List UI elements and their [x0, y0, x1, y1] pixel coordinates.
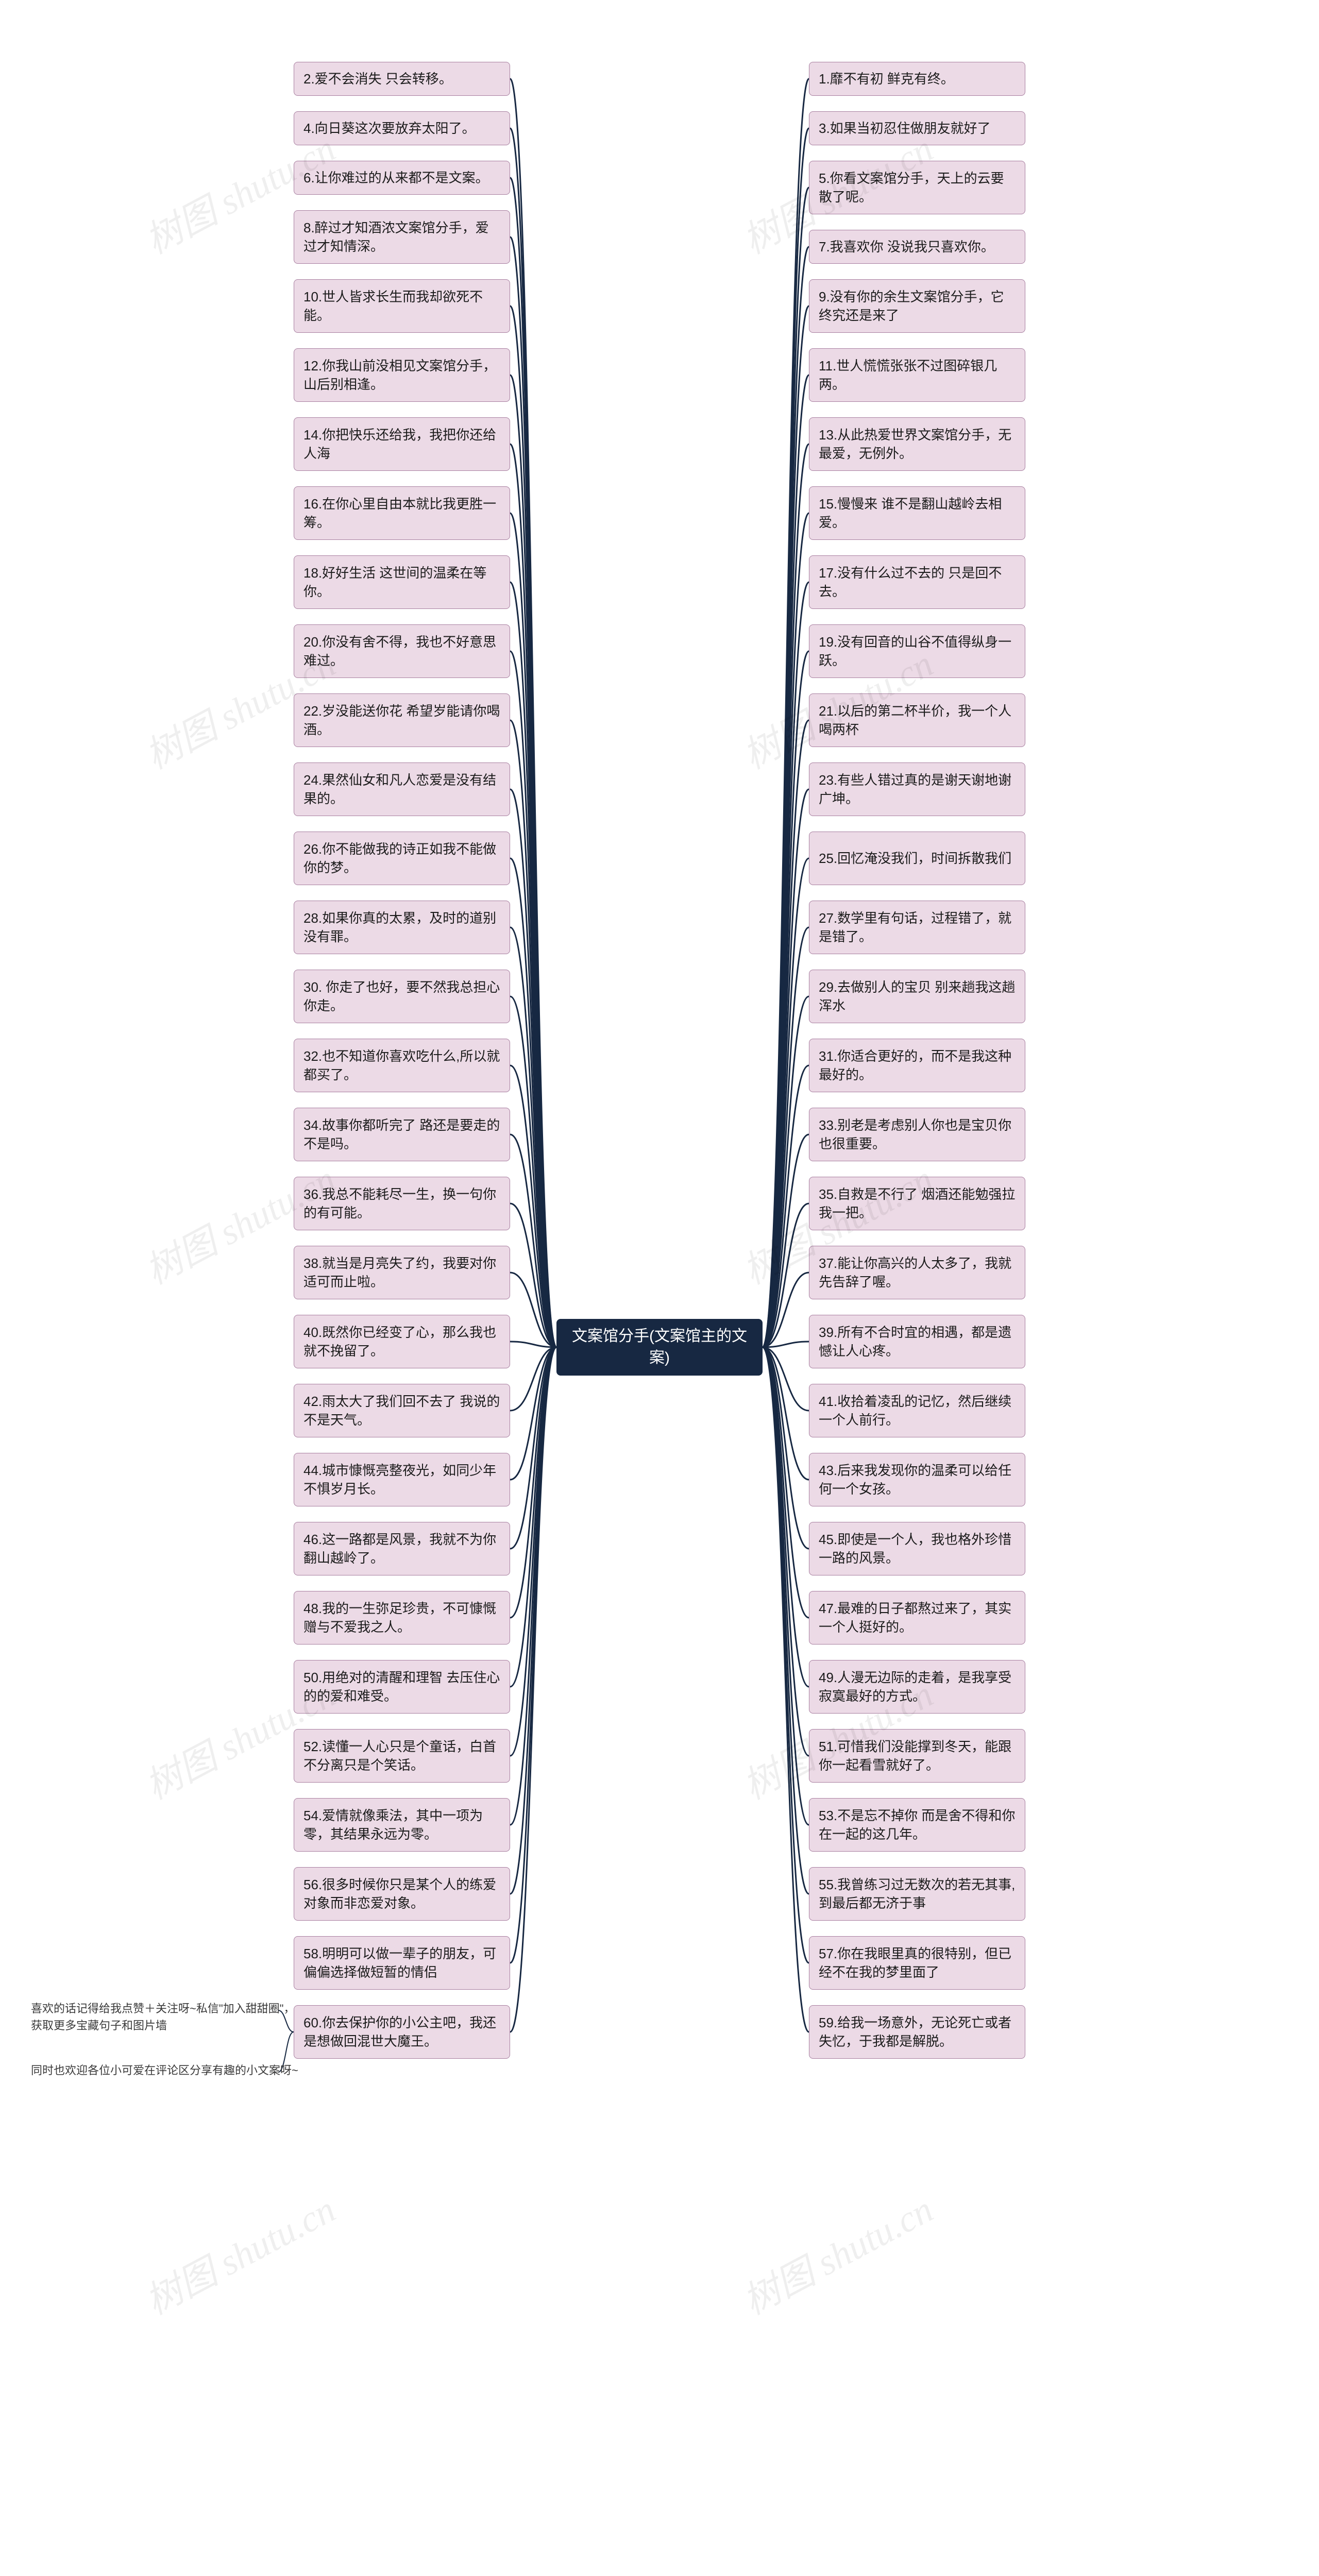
- leaf-node-left: 40.既然你已经变了心，那么我也就不挽留了。: [294, 1315, 510, 1368]
- watermark: 树图 shutu.cn: [134, 2179, 343, 2325]
- leaf-node-right: 29.去做别人的宝贝 别来趟我这趟浑水: [809, 970, 1025, 1023]
- leaf-node-right: 1.靡不有初 鲜克有终。: [809, 62, 1025, 96]
- leaf-node-left: 32.也不知道你喜欢吃什么,所以就都买了。: [294, 1039, 510, 1092]
- leaf-node-left: 24.果然仙女和凡人恋爱是没有结果的。: [294, 762, 510, 816]
- leaf-node-left: 20.你没有舍不得，我也不好意思难过。: [294, 624, 510, 678]
- leaf-node-left: 22.岁没能送你花 希望岁能请你喝酒。: [294, 693, 510, 747]
- leaf-node-left: 26.你不能做我的诗正如我不能做你的梦。: [294, 832, 510, 885]
- leaf-node-right: 3.如果当初忍住做朋友就好了: [809, 111, 1025, 145]
- leaf-node-right: 49.人漫无边际的走着，是我享受寂寞最好的方式。: [809, 1660, 1025, 1714]
- leaf-node-right: 45.即使是一个人，我也格外珍惜一路的风景。: [809, 1522, 1025, 1575]
- center-node: 文案馆分手(文案馆主的文案): [556, 1319, 763, 1376]
- leaf-node-left: 44.城市慷慨亮整夜光，如同少年不惧岁月长。: [294, 1453, 510, 1506]
- leaf-node-right: 53.不是忘不掉你 而是舍不得和你在一起的这几年。: [809, 1798, 1025, 1852]
- leaf-node-left: 54.爱情就像乘法，其中一项为零，其结果永远为零。: [294, 1798, 510, 1852]
- leaf-node-left: 28.如果你真的太累，及时的道别没有罪。: [294, 901, 510, 954]
- leaf-node-right: 11.世人慌慌张张不过图碎银几两。: [809, 348, 1025, 402]
- leaf-node-left: 50.用绝对的清醒和理智 去压住心的的爱和难受。: [294, 1660, 510, 1714]
- leaf-node-right: 41.收拾着凌乱的记忆，然后继续一个人前行。: [809, 1384, 1025, 1437]
- leaf-node-right: 35.自救是不行了 烟酒还能勉强拉我一把。: [809, 1177, 1025, 1230]
- leaf-node-right: 31.你适合更好的，而不是我这种最好的。: [809, 1039, 1025, 1092]
- leaf-node-right: 13.从此热爱世界文案馆分手，无最爱，无例外。: [809, 417, 1025, 471]
- leaf-node-right: 23.有些人错过真的是谢天谢地谢广坤。: [809, 762, 1025, 816]
- leaf-node-right: 27.数学里有句话，过程错了，就是错了。: [809, 901, 1025, 954]
- leaf-node-left: 18.好好生活 这世间的温柔在等你。: [294, 555, 510, 609]
- leaf-node-right: 51.可惜我们没能撑到冬天，能跟你一起看雪就好了。: [809, 1729, 1025, 1783]
- leaf-node-left: 38.就当是月亮失了约，我要对你适可而止啦。: [294, 1246, 510, 1299]
- leaf-node-left: 52.读懂一人心只是个童话，白首不分离只是个笑话。: [294, 1729, 510, 1783]
- leaf-node-right: 19.没有回音的山谷不值得纵身一跃。: [809, 624, 1025, 678]
- sub-note: 喜欢的话记得给我点赞＋关注呀~私信"加入甜甜圈"，获取更多宝藏句子和图片墙: [31, 2000, 299, 2034]
- leaf-node-right: 9.没有你的余生文案馆分手，它终究还是来了: [809, 279, 1025, 333]
- leaf-node-right: 25.回忆淹没我们，时间拆散我们: [809, 832, 1025, 885]
- leaf-node-left: 14.你把快乐还给我，我把你还给人海: [294, 417, 510, 471]
- leaf-node-left: 10.世人皆求长生而我却欲死不能。: [294, 279, 510, 333]
- leaf-node-right: 33.别老是考虑别人你也是宝贝你也很重要。: [809, 1108, 1025, 1161]
- leaf-node-left: 4.向日葵这次要放弃太阳了。: [294, 111, 510, 145]
- leaf-node-left: 60.你去保护你的小公主吧，我还是想做回混世大魔王。: [294, 2005, 510, 2059]
- leaf-node-right: 39.所有不合时宜的相遇，都是遗憾让人心疼。: [809, 1315, 1025, 1368]
- leaf-node-left: 36.我总不能耗尽一生，换一句你的有可能。: [294, 1177, 510, 1230]
- watermark: 树图 shutu.cn: [732, 2179, 941, 2325]
- leaf-node-right: 55.我曾练习过无数次的若无其事,到最后都无济于事: [809, 1867, 1025, 1921]
- leaf-node-right: 7.我喜欢你 没说我只喜欢你。: [809, 230, 1025, 264]
- leaf-node-right: 57.你在我眼里真的很特别，但已经不在我的梦里面了: [809, 1936, 1025, 1990]
- leaf-node-right: 17.没有什么过不去的 只是回不去。: [809, 555, 1025, 609]
- leaf-node-left: 8.醉过才知酒浓文案馆分手，爱过才知情深。: [294, 210, 510, 264]
- leaf-node-right: 59.给我一场意外，无论死亡或者失忆，于我都是解脱。: [809, 2005, 1025, 2059]
- leaf-node-right: 43.后来我发现你的温柔可以给任何一个女孩。: [809, 1453, 1025, 1506]
- leaf-node-left: 34.故事你都听完了 路还是要走的不是吗。: [294, 1108, 510, 1161]
- leaf-node-right: 15.慢慢来 谁不是翻山越岭去相爱。: [809, 486, 1025, 540]
- leaf-node-left: 46.这一路都是风景，我就不为你翻山越岭了。: [294, 1522, 510, 1575]
- leaf-node-left: 42.雨太大了我们回不去了 我说的不是天气。: [294, 1384, 510, 1437]
- leaf-node-left: 56.很多时候你只是某个人的练爱对象而非恋爱对象。: [294, 1867, 510, 1921]
- sub-note: 同时也欢迎各位小可爱在评论区分享有趣的小文案呀~: [31, 2062, 299, 2079]
- leaf-node-left: 48.我的一生弥足珍贵，不可慷慨赠与不爱我之人。: [294, 1591, 510, 1645]
- connector-layer: [0, 0, 1319, 2576]
- mindmap-canvas: 文案馆分手(文案馆主的文案) 2.爱不会消失 只会转移。 4.向日葵这次要放弃太阳了…: [0, 0, 1319, 2576]
- leaf-node-right: 47.最难的日子都熬过来了，其实一个人挺好的。: [809, 1591, 1025, 1645]
- leaf-node-left: 12.你我山前没相见文案馆分手，山后别相逢。: [294, 348, 510, 402]
- leaf-node-right: 37.能让你高兴的人太多了，我就先告辞了喔。: [809, 1246, 1025, 1299]
- leaf-node-left: 6.让你难过的从来都不是文案。: [294, 161, 510, 195]
- leaf-node-right: 5.你看文案馆分手，天上的云要散了呢。: [809, 161, 1025, 214]
- leaf-node-right: 21.以后的第二杯半价，我一个人喝两杯: [809, 693, 1025, 747]
- leaf-node-left: 58.明明可以做一辈子的朋友，可偏偏选择做短暂的情侣: [294, 1936, 510, 1990]
- leaf-node-left: 2.爱不会消失 只会转移。: [294, 62, 510, 96]
- leaf-node-left: 16.在你心里自由本就比我更胜一筹。: [294, 486, 510, 540]
- leaf-node-left: 30. 你走了也好，要不然我总担心你走。: [294, 970, 510, 1023]
